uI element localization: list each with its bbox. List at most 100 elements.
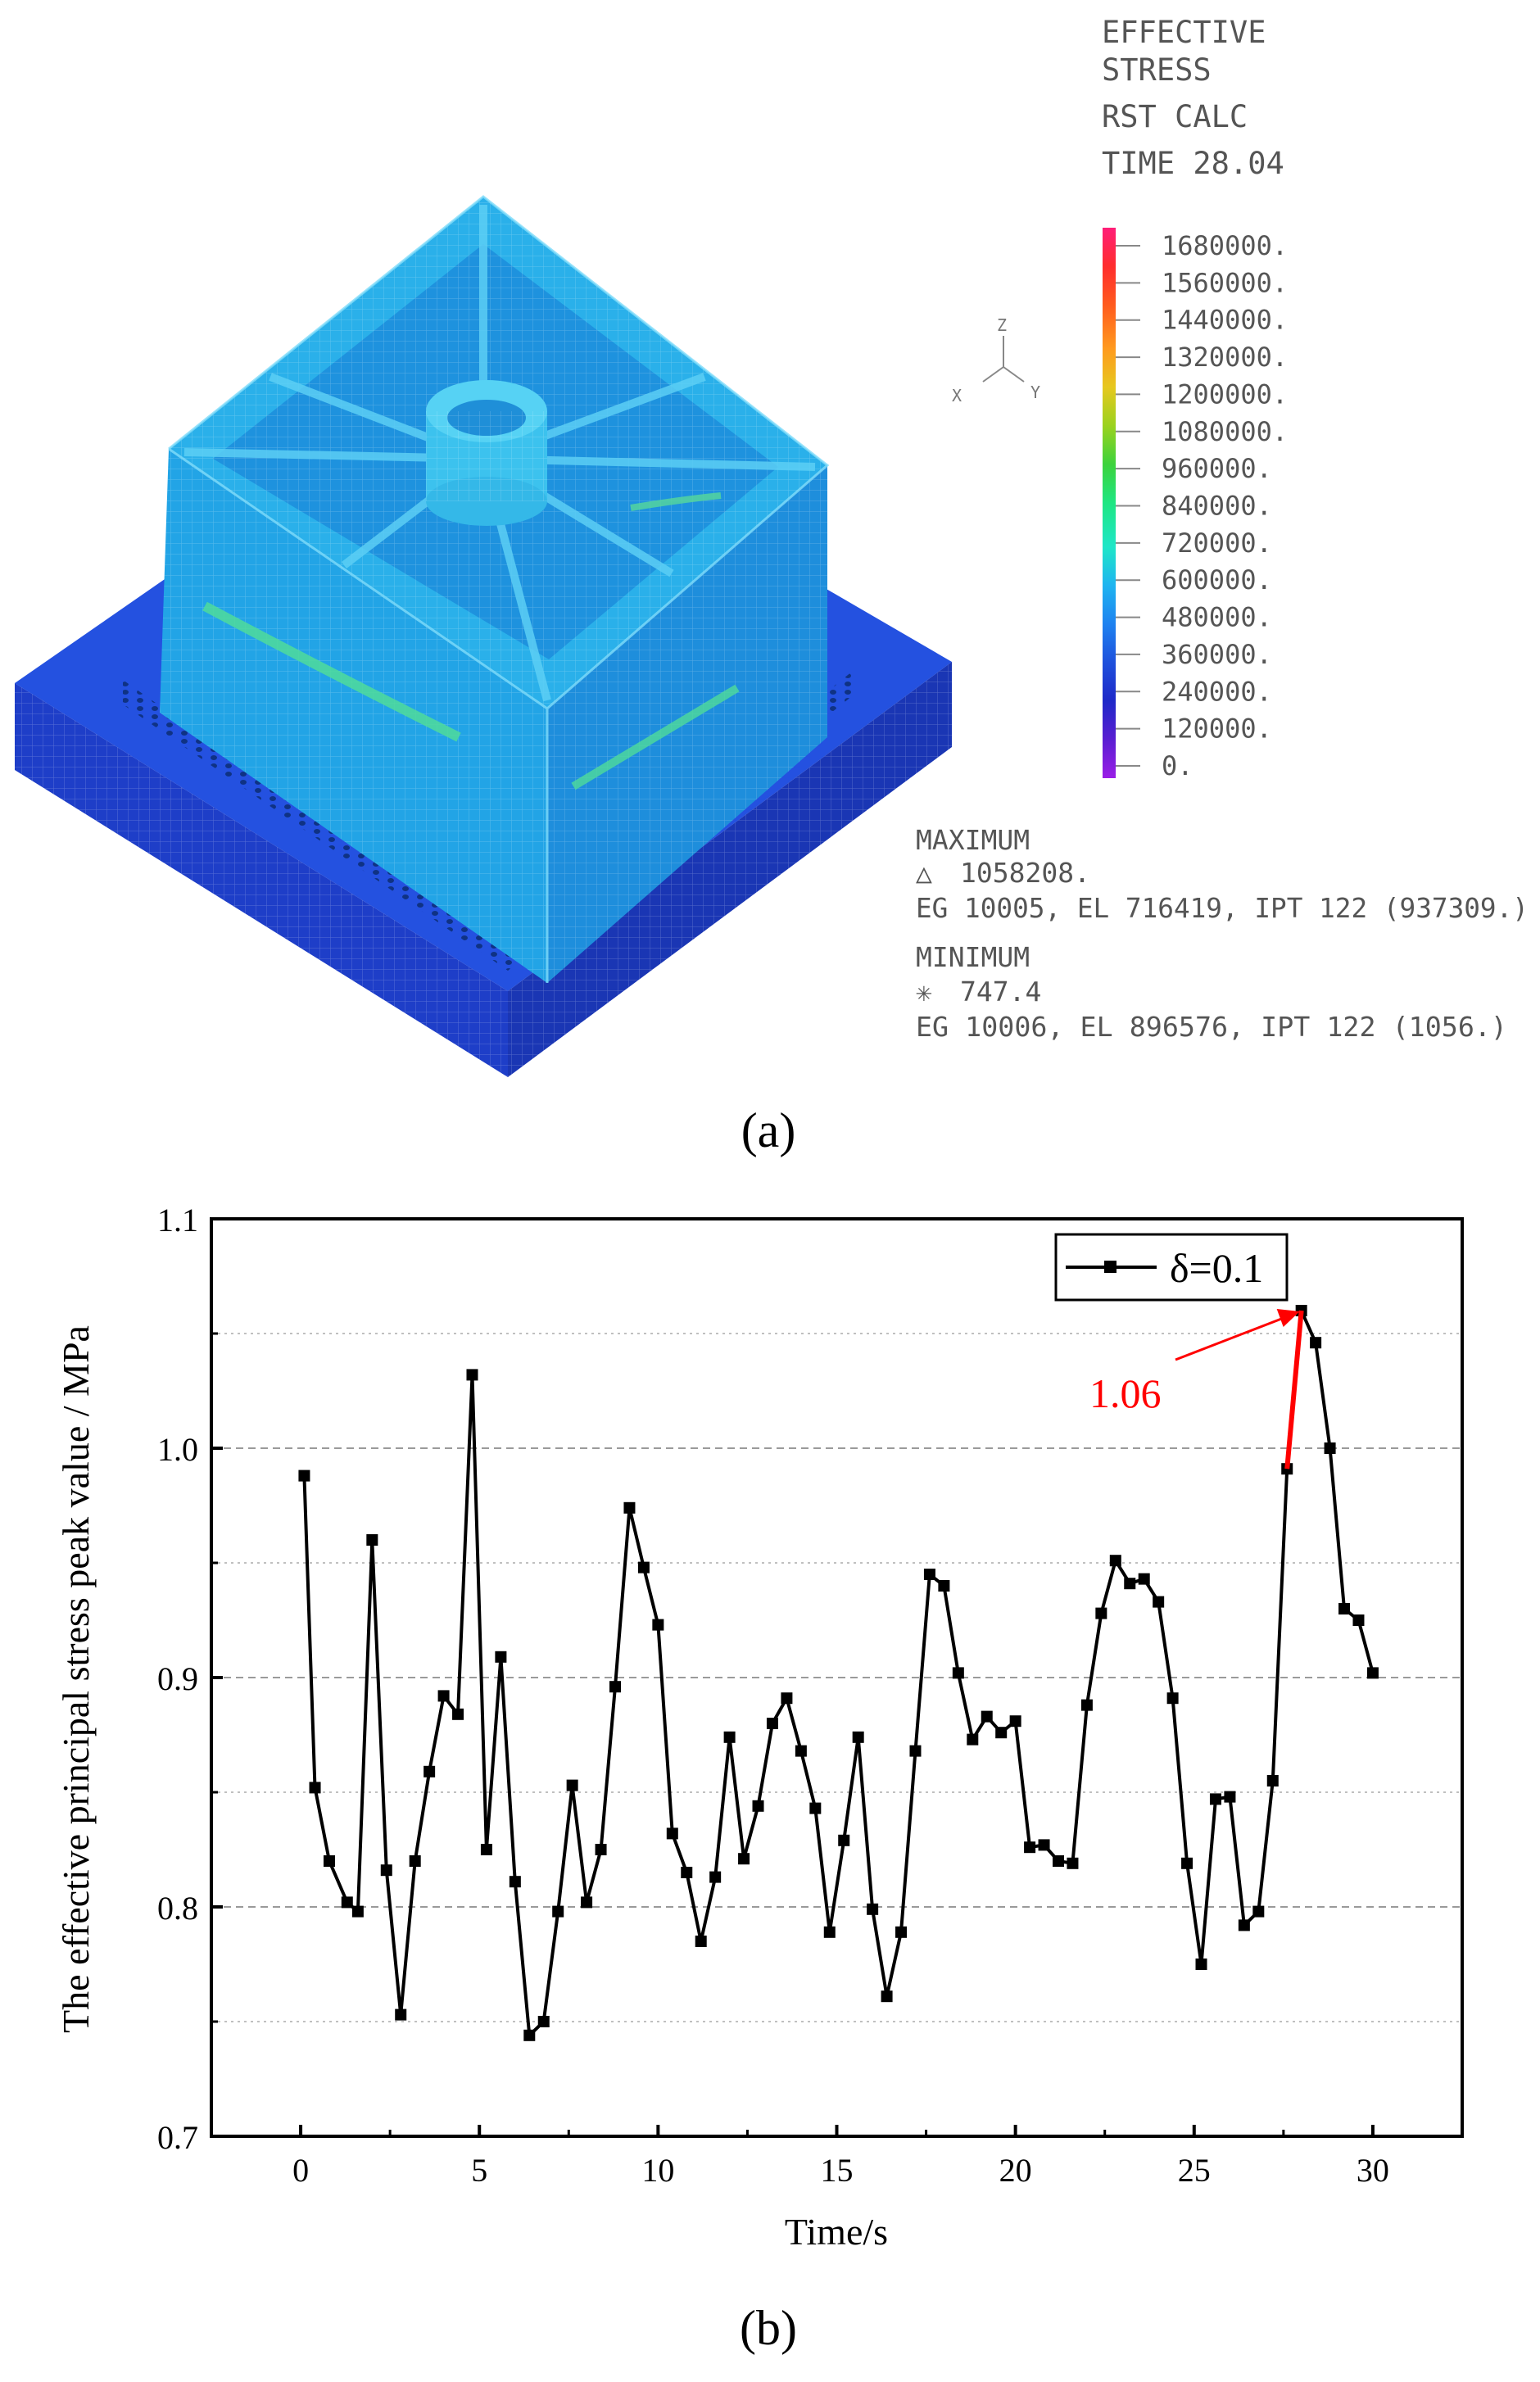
data-point: [409, 1855, 421, 1867]
data-point: [523, 2029, 536, 2041]
min-value: 747.4: [960, 976, 1041, 1008]
data-point: [752, 1800, 764, 1812]
header-line: STRESS: [1102, 52, 1212, 88]
y-tick-label: 0.8: [157, 1890, 198, 1927]
box-edges: [168, 195, 830, 983]
data-point: [466, 1369, 478, 1381]
x-tick-label: 15: [821, 2152, 854, 2189]
y-axis: 0.7 0.8 0.9 1.0 1.1: [157, 1202, 223, 2156]
data-point: [424, 1765, 436, 1777]
data-point: [395, 2008, 407, 2021]
data-point: [795, 1745, 807, 1757]
data-point: [981, 1710, 993, 1723]
data-point: [652, 1619, 664, 1631]
central-cylinder: [426, 380, 547, 526]
colorbar-label: 720000.: [1162, 528, 1272, 559]
data-point: [323, 1855, 335, 1867]
data-point: [366, 1534, 378, 1546]
data-point: [766, 1718, 778, 1729]
data-point: [437, 1690, 450, 1702]
data-point: [1095, 1607, 1107, 1619]
data-point: [1195, 1959, 1207, 1970]
legend-label: δ=0.1: [1170, 1245, 1263, 1291]
axis-x-label: X: [952, 386, 962, 405]
colorbar: [1103, 228, 1116, 778]
colorbar-label: 0.: [1162, 750, 1194, 781]
y-tick-label: 0.9: [157, 1660, 198, 1697]
data-point: [1080, 1699, 1093, 1711]
axis-z-label: Z: [997, 315, 1007, 335]
data-point: [852, 1731, 864, 1743]
colorbar-label: 1200000.: [1162, 378, 1288, 410]
max-detail: EG 10005, EL 716419, IPT 122 (937309.): [916, 892, 1529, 924]
x-tick-label: 20: [999, 2152, 1032, 2189]
data-point: [1310, 1337, 1322, 1349]
axis-y-label: Y: [1030, 383, 1040, 402]
colorbar-label: 840000.: [1162, 491, 1272, 522]
data-point: [938, 1580, 950, 1592]
box-walls-mesh: [160, 449, 827, 983]
data-point: [1124, 1578, 1136, 1590]
annotation-arrowhead: [1276, 1309, 1300, 1327]
data-point: [1352, 1614, 1365, 1626]
data-point: [838, 1834, 850, 1846]
header-line: TIME 28.04: [1102, 146, 1284, 181]
data-point: [480, 1844, 492, 1855]
max-symbol: △: [916, 857, 932, 889]
series-line: [302, 1309, 1375, 2037]
data-point: [823, 1926, 836, 1938]
peak-highlight-segment: [1284, 1310, 1304, 1470]
data-point: [1181, 1857, 1194, 1869]
data-point: [495, 1651, 507, 1663]
data-point: [1109, 1555, 1121, 1567]
colorbar-ticks: 1680000. 1560000. 1440000. 1320000. 1200000.…: [1116, 230, 1288, 781]
data-point: [895, 1926, 908, 1938]
data-point: [581, 1896, 593, 1909]
data-point: [1166, 1692, 1179, 1705]
legend-swatch-marker: [1104, 1261, 1116, 1273]
x-tick-label: 10: [641, 2152, 674, 2189]
stress-highlight: [202, 601, 461, 742]
data-point: [1366, 1667, 1379, 1679]
data-point: [995, 1727, 1008, 1739]
x-tick-label: 25: [1178, 2152, 1211, 2189]
fe-model-render: [15, 195, 952, 1077]
data-point: [623, 1501, 636, 1514]
min-detail: EG 10006, EL 896576, IPT 122 (1056.): [916, 1011, 1507, 1043]
data-point: [1324, 1442, 1336, 1454]
y-axis-title: The effective principal stress peak valu…: [55, 1325, 97, 2033]
base-slab-mesh: [15, 662, 952, 1077]
data-point: [952, 1667, 964, 1679]
data-point: [781, 1692, 793, 1705]
colorbar-label: 240000.: [1162, 676, 1272, 707]
peak-annotation: 1.06: [1089, 1309, 1304, 1470]
colorbar-label: 1080000.: [1162, 416, 1288, 447]
axis-triad: [982, 336, 1025, 383]
x-axis-title: Time/s: [785, 2211, 888, 2253]
line-chart: 0.70.80.91.01.1 0 5 10 15 20 25 30 1.06 δ=0.1 …: [55, 1202, 1464, 2253]
data-point: [1252, 1905, 1265, 1918]
data-point: [1266, 1775, 1279, 1786]
data-point: [666, 1827, 678, 1840]
data-point: [1038, 1839, 1050, 1851]
series-markers: [298, 1305, 1379, 2041]
colorbar-label: 960000.: [1162, 453, 1272, 484]
colorbar-label: 360000.: [1162, 639, 1272, 670]
data-point: [695, 1936, 707, 1947]
data-point: [1338, 1603, 1351, 1614]
y-tick-label: 1.0: [157, 1431, 198, 1468]
stress-highlight: [630, 492, 722, 511]
annotation-label: 1.06: [1089, 1370, 1162, 1416]
colorbar-label: 1680000.: [1162, 230, 1288, 261]
data-point: [637, 1561, 650, 1574]
min-symbol: ✳: [916, 976, 932, 1008]
data-point: [309, 1782, 321, 1794]
data-point: [1138, 1573, 1150, 1585]
data-point: [351, 1905, 364, 1918]
y-tick-label: 1.1: [157, 1202, 198, 1239]
x-tick-label: 0: [292, 2152, 309, 2189]
x-axis: 0 5 10 15 20 25 30: [210, 2125, 1464, 2189]
data-point: [738, 1853, 750, 1865]
data-point: [1067, 1857, 1079, 1869]
